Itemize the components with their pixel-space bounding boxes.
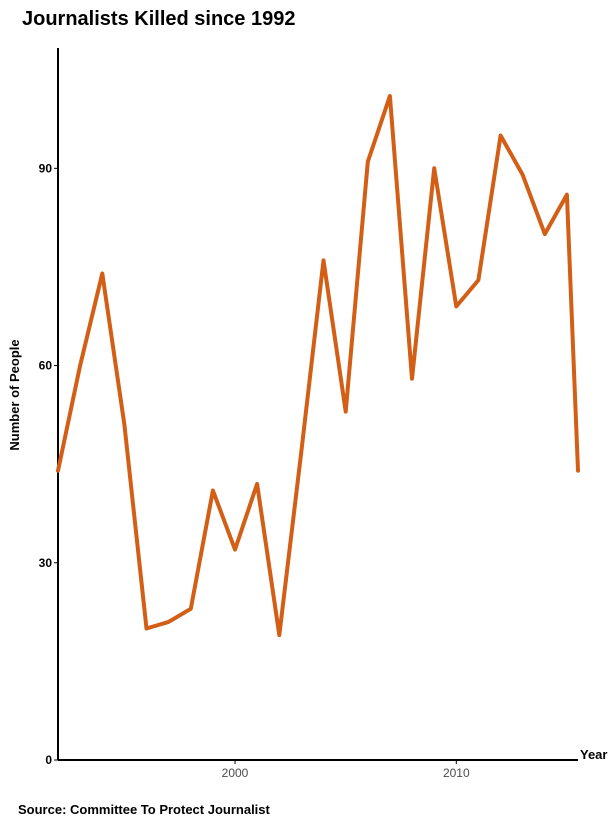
y-tick-label: 0 bbox=[45, 753, 52, 767]
chart-source: Source: Committee To Protect Journalist bbox=[18, 802, 270, 817]
y-tick-label: 30 bbox=[39, 556, 53, 570]
y-tick-label: 90 bbox=[39, 161, 53, 175]
y-axis-title: Number of People bbox=[7, 339, 22, 450]
y-axis: 0 30 60 90 bbox=[39, 48, 59, 767]
x-axis: 2000 2010 bbox=[58, 759, 578, 780]
x-tick-label: 2010 bbox=[443, 766, 470, 780]
x-tick-label: 2000 bbox=[222, 766, 249, 780]
x-axis-title: Year bbox=[580, 747, 607, 762]
series-line bbox=[56, 94, 580, 638]
chart-title: Journalists Killed since 1992 bbox=[22, 8, 296, 30]
y-tick-label: 60 bbox=[39, 359, 53, 373]
